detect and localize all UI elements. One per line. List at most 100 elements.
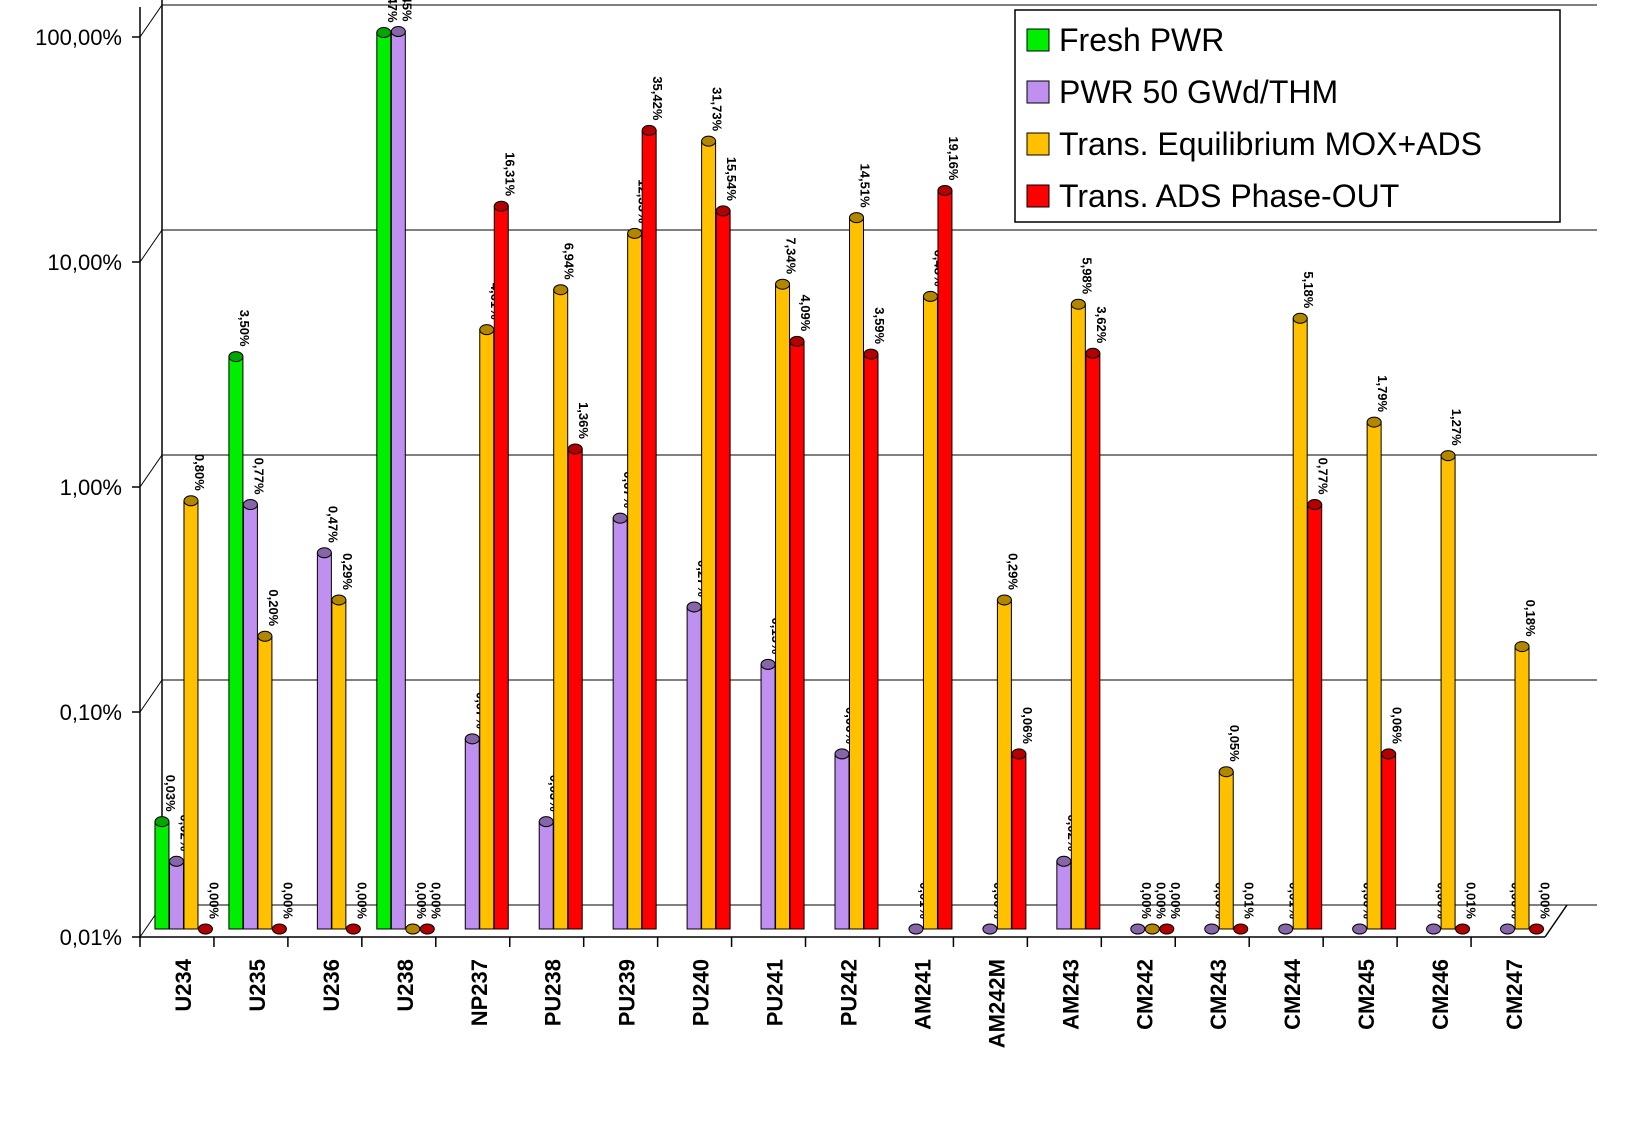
- data-label: 5,98%: [1079, 257, 1094, 294]
- bar: [1085, 352, 1101, 930]
- bar-cap: [1204, 923, 1220, 935]
- data-label: 0,77%: [1316, 458, 1331, 495]
- bar-cap: [479, 324, 495, 336]
- x-tick-label: PU238: [541, 959, 566, 1026]
- x-tick-label: U238: [393, 959, 418, 1012]
- data-label: 0,00%: [206, 882, 221, 919]
- bar-cap: [641, 124, 657, 136]
- bar-cap: [612, 512, 628, 524]
- x-tick-label: CM244: [1280, 958, 1305, 1030]
- bar-cap: [1292, 312, 1308, 324]
- data-label: 0,01%: [1242, 882, 1257, 919]
- bar: [1218, 771, 1234, 930]
- bar: [1307, 504, 1323, 930]
- bar-cap: [1455, 923, 1471, 935]
- data-label: 4,09%: [798, 294, 813, 331]
- data-label: 0,00%: [428, 882, 443, 919]
- bar-cap: [390, 26, 406, 38]
- bar-cap: [168, 855, 184, 867]
- bar: [331, 599, 347, 930]
- data-label: 7,34%: [784, 237, 799, 274]
- data-label: 31,73%: [710, 87, 725, 132]
- bar-cap: [1352, 923, 1368, 935]
- bar: [154, 821, 170, 930]
- data-label: 0,00%: [1153, 882, 1168, 919]
- bar: [789, 340, 805, 930]
- x-tick-label: PU242: [837, 959, 862, 1026]
- bar-cap: [331, 594, 347, 606]
- x-tick-label: AM243: [1058, 959, 1083, 1030]
- bar-cap: [538, 816, 554, 828]
- bar-cap: [922, 290, 938, 302]
- bar-cap: [1529, 923, 1545, 935]
- bar-cap: [1056, 855, 1072, 867]
- data-label: 0,29%: [1005, 553, 1020, 590]
- bar: [242, 504, 258, 930]
- x-tick-label: PU241: [763, 959, 788, 1026]
- bar: [376, 32, 392, 930]
- legend-swatch: [1026, 184, 1050, 208]
- data-label: 0,00%: [354, 882, 369, 919]
- bar: [168, 860, 184, 930]
- data-label: 0,05%: [1227, 725, 1242, 762]
- bar: [493, 205, 509, 930]
- x-tick-label: CM242: [1132, 959, 1157, 1030]
- legend-swatch: [1026, 132, 1050, 156]
- data-label: 0,47%: [325, 506, 340, 543]
- data-label: 0,06%: [1390, 707, 1405, 744]
- bar-cap: [849, 212, 864, 224]
- bar: [627, 232, 643, 930]
- bar-cap: [686, 601, 702, 613]
- data-label: 0,00%: [1168, 882, 1183, 919]
- x-tick-label: PU240: [689, 959, 714, 1026]
- x-tick-label: U236: [319, 959, 344, 1012]
- legend-label: Fresh PWR: [1059, 22, 1224, 58]
- bar: [538, 821, 554, 930]
- bar: [1440, 455, 1456, 930]
- bar-cap: [1307, 499, 1323, 511]
- bar-cap: [183, 495, 199, 507]
- bar: [1514, 646, 1530, 930]
- bar: [686, 606, 702, 930]
- bar: [996, 599, 1012, 930]
- x-tick-label: AM242M: [984, 959, 1009, 1048]
- bar: [257, 635, 273, 930]
- bar: [1292, 317, 1308, 930]
- data-label: 0,01%: [1464, 882, 1479, 919]
- bar-cap: [464, 733, 480, 745]
- bar-cap: [197, 923, 213, 935]
- bar-cap: [553, 284, 569, 296]
- data-label: 3,62%: [1094, 306, 1109, 343]
- tick-diag: [139, 229, 163, 263]
- bar-cap: [405, 923, 421, 935]
- bar-cap: [627, 227, 643, 239]
- legend-label: Trans. Equilibrium MOX+ADS: [1059, 126, 1482, 162]
- bar: [183, 500, 199, 930]
- bar: [228, 356, 244, 930]
- x-tick-label: AM241: [910, 959, 935, 1030]
- data-label: 0,80%: [192, 454, 207, 491]
- data-label: 0,00%: [1139, 882, 1154, 919]
- bar-cap: [863, 348, 879, 360]
- bar-cap: [996, 594, 1012, 606]
- bar: [834, 753, 850, 930]
- x-tick-label: NP237: [467, 959, 492, 1026]
- bar-cap: [760, 658, 776, 670]
- data-label: 5,18%: [1301, 271, 1316, 308]
- bar-cap: [775, 278, 791, 290]
- x-tick-label: U234: [171, 958, 196, 1011]
- bar: [863, 353, 879, 930]
- bar: [1070, 303, 1086, 930]
- x-tick-label: CM246: [1428, 959, 1453, 1030]
- data-label: 16,31%: [502, 152, 517, 197]
- data-label: 1,36%: [576, 402, 591, 439]
- y-tick-label: 0,01%: [60, 925, 122, 950]
- x-tick-label: PU239: [615, 959, 640, 1026]
- bar-cap: [376, 27, 392, 39]
- bar-cap: [316, 547, 332, 559]
- legend-swatch: [1026, 80, 1050, 104]
- legend-label: Trans. ADS Phase-OUT: [1059, 178, 1399, 214]
- data-label: 0,00%: [414, 882, 429, 919]
- data-label: 0,77%: [251, 458, 266, 495]
